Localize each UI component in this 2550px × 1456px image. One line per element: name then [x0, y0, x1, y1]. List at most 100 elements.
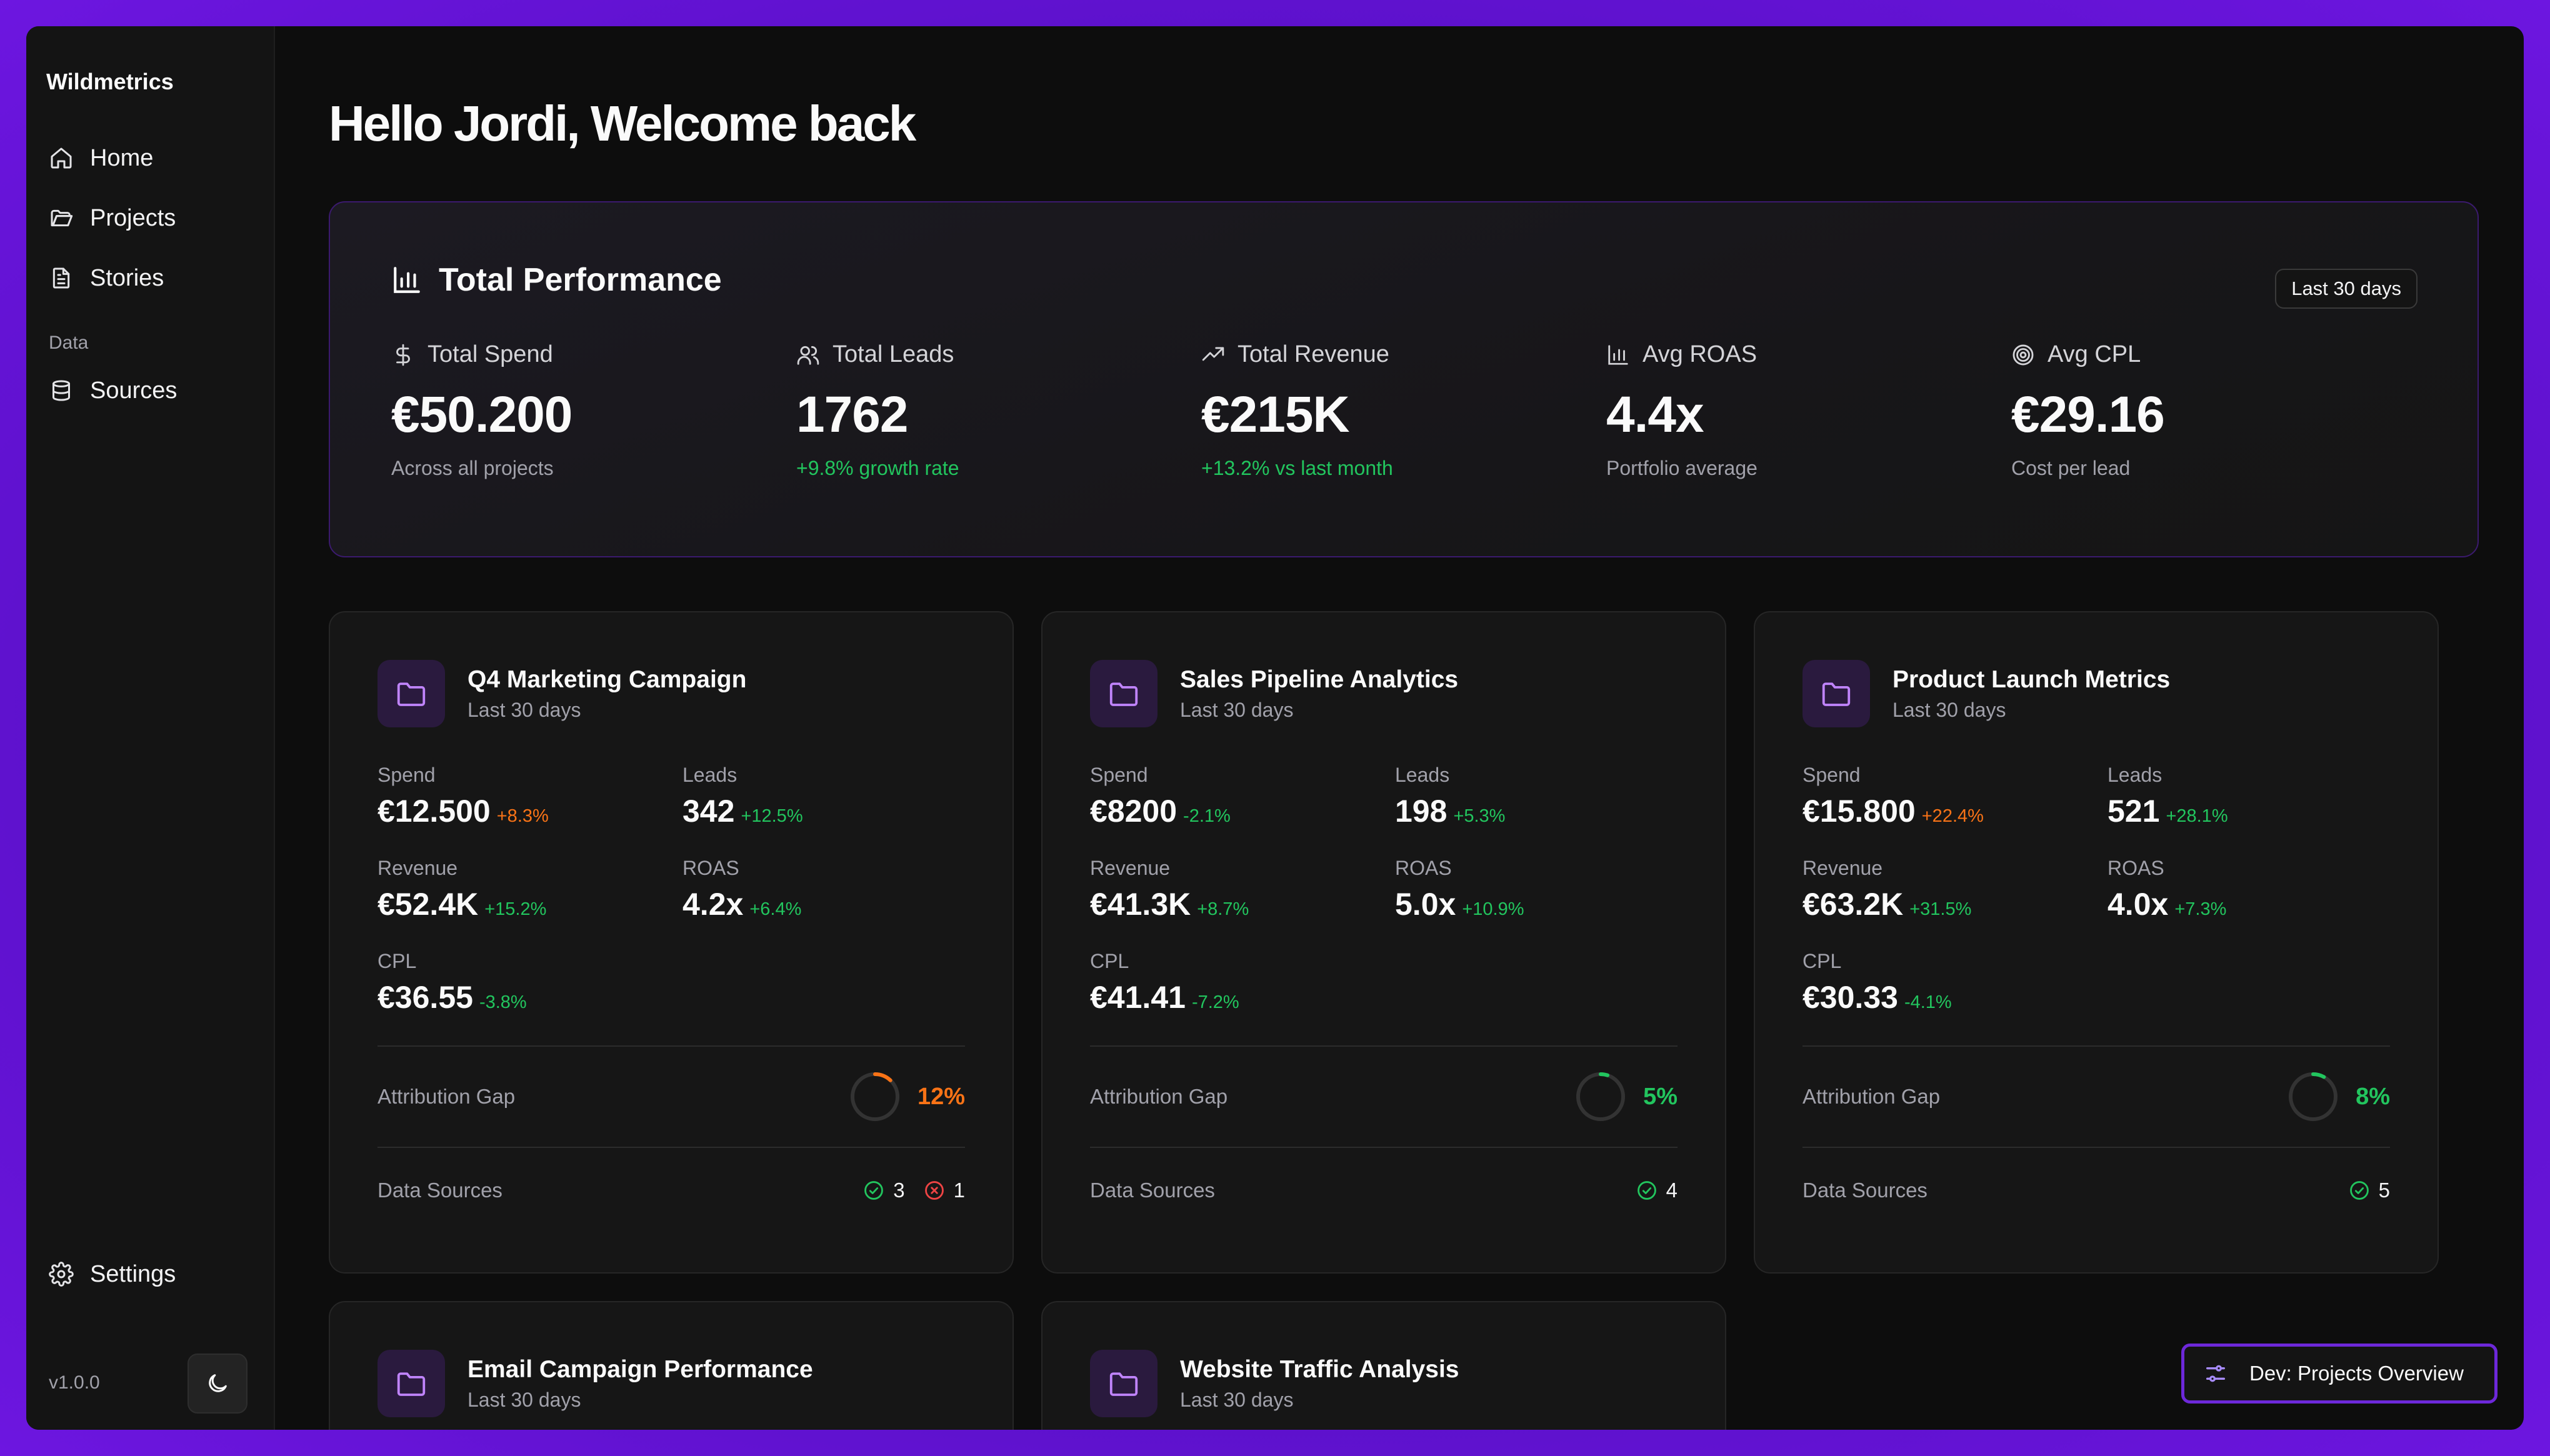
- folder-icon: [1109, 682, 1138, 706]
- project-card[interactable]: Sales Pipeline Analytics Last 30 days Sp…: [1041, 611, 1726, 1274]
- kpi-value: 4.4x: [1606, 386, 1704, 443]
- metric-change: +5.3%: [1453, 806, 1506, 826]
- dev-projects-overview-button[interactable]: Dev: Projects Overview: [2181, 1344, 2498, 1404]
- sliders-icon: [2206, 1365, 2225, 1382]
- progress-ring-fill: [2289, 1072, 2338, 1121]
- dollar-icon: [396, 344, 410, 366]
- project-title: Sales Pipeline Analytics: [1180, 666, 1459, 693]
- project-range: Last 30 days: [1180, 698, 1294, 721]
- data-sources-label: Data Sources: [1090, 1179, 1215, 1202]
- project-header: Email Campaign Performance Last 30 days: [378, 1350, 965, 1417]
- metric-spend: Spend €8200 -2.1%: [1090, 764, 1395, 829]
- kpi-row: Total Spend €50.200 Across all projects …: [391, 341, 2416, 480]
- metric-value-row: €52.4K +15.2%: [378, 886, 682, 922]
- kpi-label: Avg ROAS: [1642, 341, 1758, 367]
- metric-label: Spend: [1802, 764, 1861, 786]
- kpi-label: Avg CPL: [2048, 341, 2141, 367]
- kpi-value: €50.200: [391, 386, 572, 443]
- attribution-gap-value: 8%: [2287, 1070, 2390, 1123]
- metric-change: +10.9%: [1462, 899, 1524, 919]
- sidebar-item-stories[interactable]: Stories: [46, 255, 254, 301]
- metric-value-row: €8200 -2.1%: [1090, 793, 1395, 829]
- metric-value: 4.0x: [2108, 887, 2169, 922]
- main-content: Hello Jordi, Welcome back Total Performa…: [275, 26, 2524, 1430]
- sidebar-item-label: Projects: [90, 204, 176, 231]
- kpi-subtext: Portfolio average: [1606, 457, 1758, 479]
- date-range-badge[interactable]: Last 30 days: [2275, 269, 2418, 309]
- project-metrics: Spend €12.500 +8.3% Leads 342 +12.5% Revenue…: [378, 764, 965, 1015]
- sources-ok: 3: [863, 1179, 905, 1202]
- project-card[interactable]: Website Traffic Analysis Last 30 days: [1041, 1301, 1726, 1430]
- metric-value: 198: [1395, 794, 1448, 829]
- check-circle-icon: [2349, 1181, 2369, 1200]
- sidebar-item-home[interactable]: Home: [46, 135, 254, 181]
- project-folder-badge: [378, 1350, 445, 1417]
- kpi-label-row: Avg ROAS: [1606, 341, 2011, 368]
- progress-ring-track: [2289, 1072, 2338, 1121]
- attribution-gap-percent: 5%: [1643, 1083, 1678, 1110]
- kpi-subtext: Across all projects: [391, 457, 554, 479]
- metric-change: +28.1%: [2166, 806, 2228, 826]
- progress-ring-fill: [850, 1072, 899, 1121]
- sidebar-nav: Home Projects Stories Data Sources: [46, 135, 254, 414]
- divider: [378, 1045, 965, 1047]
- home-icon: [51, 147, 72, 169]
- divider: [378, 1147, 965, 1148]
- metric-value: 521: [2108, 794, 2160, 829]
- metric-cpl: CPL €41.41 -7.2%: [1090, 950, 1395, 1015]
- sources-error-count: 1: [953, 1179, 965, 1202]
- metric-label: Revenue: [1802, 857, 1883, 879]
- attribution-gap-value: 5%: [1574, 1070, 1678, 1123]
- project-title: Product Launch Metrics: [1892, 666, 2171, 693]
- attribution-gap-label: Attribution Gap: [1802, 1085, 1941, 1108]
- kpi-label-row: Total Revenue: [1201, 341, 1606, 368]
- check-circle-icon: [864, 1181, 884, 1200]
- metric-label: Leads: [2108, 764, 2162, 786]
- kpi-subtext: +13.2% vs last month: [1201, 457, 1393, 479]
- sidebar-item-sources[interactable]: Sources: [46, 367, 254, 414]
- project-title: Email Campaign Performance: [468, 1355, 813, 1383]
- metric-change: -2.1%: [1183, 806, 1231, 826]
- kpi-total-leads: Total Leads 1762 +9.8% growth rate: [796, 341, 1201, 480]
- project-metrics: Spend €8200 -2.1% Leads 198 +5.3% Revenue €41…: [1090, 764, 1678, 1015]
- trending-up-icon: [1202, 346, 1224, 361]
- theme-toggle-button[interactable]: [188, 1354, 248, 1414]
- folder-open-icon: [51, 209, 73, 227]
- sidebar-item-label: Sources: [90, 377, 178, 404]
- metric-change: +15.2%: [484, 899, 547, 919]
- sources-ok: 5: [2349, 1179, 2390, 1202]
- project-header: Website Traffic Analysis Last 30 days: [1090, 1350, 1678, 1417]
- kpi-label-row: Avg CPL: [2011, 341, 2416, 368]
- target-icon: [2012, 344, 2034, 365]
- brand-logo[interactable]: Wildmetrics: [46, 69, 174, 94]
- kpi-value: €215K: [1201, 386, 1350, 443]
- project-header: Q4 Marketing Campaign Last 30 days: [378, 660, 965, 727]
- dev-button-label: Dev: Projects Overview: [2249, 1362, 2464, 1385]
- metric-value-row: 5.0x +10.9%: [1395, 886, 1678, 922]
- metric-change: -3.8%: [479, 992, 527, 1012]
- sidebar-item-label: Home: [90, 144, 154, 171]
- metric-value-row: €41.41 -7.2%: [1090, 979, 1395, 1015]
- metric-change: -7.2%: [1191, 992, 1239, 1012]
- project-range: Last 30 days: [1180, 1388, 1294, 1411]
- project-card[interactable]: Email Campaign Performance Last 30 days: [329, 1301, 1014, 1430]
- sidebar-item-settings[interactable]: Settings: [46, 1251, 254, 1297]
- project-range: Last 30 days: [468, 698, 581, 721]
- metric-leads: Leads 198 +5.3%: [1395, 764, 1678, 829]
- project-header: Product Launch Metrics Last 30 days: [1802, 660, 2390, 727]
- project-folder-badge: [378, 660, 445, 727]
- metric-value-row: 521 +28.1%: [2108, 793, 2390, 829]
- metric-label: Spend: [1090, 764, 1148, 786]
- progress-ring-icon: [850, 1072, 899, 1121]
- metric-value-row: 4.2x +6.4%: [682, 886, 965, 922]
- performance-title: Total Performance: [391, 261, 2416, 299]
- project-folder-badge: [1802, 660, 1870, 727]
- data-sources-row: Data Sources 3 1: [378, 1148, 965, 1233]
- projects-grid: Q4 Marketing Campaign Last 30 days Spend…: [329, 611, 2479, 1430]
- kpi-label-row: Total Leads: [796, 341, 1201, 368]
- data-sources-status: 3 1: [863, 1179, 965, 1202]
- project-card[interactable]: Q4 Marketing Campaign Last 30 days Spend…: [329, 611, 1014, 1274]
- sidebar-item-projects[interactable]: Projects: [46, 195, 254, 241]
- project-card[interactable]: Product Launch Metrics Last 30 days Spen…: [1754, 611, 2439, 1274]
- bar-chart-icon: [394, 267, 420, 293]
